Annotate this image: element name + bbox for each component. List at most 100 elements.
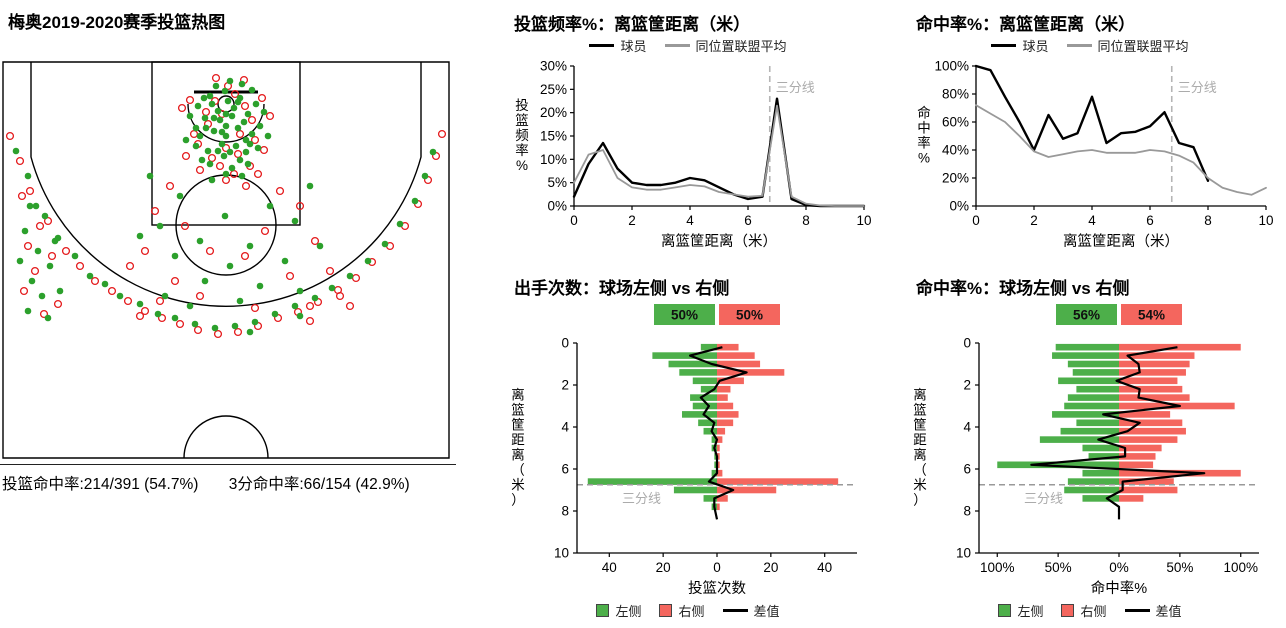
difference-line-swatch — [722, 609, 748, 612]
svg-text:4: 4 — [561, 420, 569, 435]
legend-right-label: 右侧 — [678, 604, 705, 619]
svg-text:40%: 40% — [942, 143, 969, 158]
accuracy-pyramid-title: 命中率%：球场左侧 vs 右侧 — [916, 279, 1130, 298]
difference-line-swatch — [1124, 609, 1150, 612]
svg-text:8: 8 — [561, 504, 569, 519]
svg-text:三分线: 三分线 — [1178, 80, 1217, 95]
legend-league-average: 同位置联盟平均 — [1066, 36, 1189, 55]
legend-league-average: 同位置联盟平均 — [664, 36, 787, 55]
svg-text:8: 8 — [802, 213, 810, 228]
svg-text:离: 离 — [511, 447, 525, 463]
svg-text:中: 中 — [917, 121, 931, 136]
svg-text:米: 米 — [913, 478, 927, 493]
legend-left-label: 左侧 — [1017, 604, 1044, 619]
frequency-legend: 球员 同位置联盟平均 — [492, 36, 884, 55]
right-side-swatch — [659, 604, 673, 617]
svg-text:20: 20 — [763, 560, 778, 575]
svg-text:距: 距 — [511, 433, 525, 448]
svg-text:100%: 100% — [934, 59, 969, 74]
svg-text:6: 6 — [1146, 213, 1154, 228]
legend-difference: 差值 — [1124, 601, 1182, 620]
legend-right-label: 右侧 — [1080, 604, 1107, 619]
svg-text:0: 0 — [713, 560, 721, 575]
svg-text:20%: 20% — [942, 171, 969, 186]
svg-text:20: 20 — [656, 560, 671, 575]
svg-text:0: 0 — [963, 336, 971, 351]
svg-text:三分线: 三分线 — [776, 80, 815, 95]
svg-text:80%: 80% — [942, 87, 969, 102]
svg-text:50%: 50% — [1045, 560, 1072, 575]
accuracy-legend: 球员 同位置联盟平均 — [894, 36, 1286, 55]
legend-league-label: 同位置联盟平均 — [695, 39, 787, 54]
svg-text:8: 8 — [963, 504, 971, 519]
svg-text:2: 2 — [963, 378, 971, 393]
svg-text:0: 0 — [570, 213, 578, 228]
svg-text:离: 离 — [511, 387, 525, 403]
player-line-swatch — [589, 44, 615, 47]
legend-left-label: 左侧 — [615, 604, 642, 619]
svg-text:篮: 篮 — [515, 113, 529, 128]
svg-text:8: 8 — [1204, 213, 1212, 228]
svg-text:10: 10 — [1258, 213, 1273, 228]
legend-player-label: 球员 — [1022, 39, 1049, 54]
svg-text:100%: 100% — [980, 560, 1015, 575]
svg-text:离: 离 — [913, 447, 927, 463]
left-side-swatch — [998, 604, 1012, 617]
svg-text:2: 2 — [1030, 213, 1038, 228]
shooting-stats: 投篮命中率:214/391 (54.7%) 3分命中率:66/154 (42.9… — [2, 472, 455, 494]
svg-text:篮: 篮 — [913, 403, 927, 418]
svg-text:5%: 5% — [547, 175, 567, 190]
svg-text:离篮筐距离（米）: 离篮筐距离（米） — [661, 232, 777, 250]
league-line-swatch — [664, 44, 690, 47]
svg-text:10: 10 — [956, 546, 971, 561]
svg-text:50%: 50% — [736, 308, 763, 323]
legend-right-side: 右侧 — [659, 601, 705, 620]
attempts-pyramid-legend: 左侧 右侧 差值 — [492, 601, 884, 620]
league-line-swatch — [1066, 44, 1092, 47]
svg-text:6: 6 — [744, 213, 752, 228]
svg-text:（: （ — [913, 463, 927, 478]
svg-text:篮: 篮 — [511, 403, 525, 418]
svg-text:离: 离 — [913, 387, 927, 403]
accuracy-chart: 命中率%：离篮筐距离（米） 球员 同位置联盟平均 三分线 0% 20% 40% 60% 8… — [894, 4, 1286, 266]
legend-player: 球员 — [991, 36, 1049, 55]
legend-difference-label: 差值 — [1155, 604, 1182, 619]
halfcourt-scatter-plot — [2, 61, 450, 459]
svg-text:100%: 100% — [1223, 560, 1258, 575]
svg-text:三分线: 三分线 — [1024, 491, 1063, 506]
svg-text:投篮次数: 投篮次数 — [688, 579, 746, 597]
svg-text:0: 0 — [561, 336, 569, 351]
frequency-chart: 投篮频率%：离篮筐距离（米） 球员 同位置联盟平均 三分线 0% 5% 10% 15% 2… — [492, 4, 884, 266]
frequency-chart-title: 投篮频率%：离篮筐距离（米） — [514, 15, 751, 34]
legend-player: 球员 — [589, 36, 647, 55]
svg-text:0%: 0% — [547, 199, 567, 214]
attempts-pyramid-title: 出手次数：球场左侧 vs 右侧 — [514, 279, 730, 298]
svg-text:）: ） — [913, 493, 927, 508]
svg-text:40: 40 — [602, 560, 617, 575]
accuracy-chart-title: 命中率%：离篮筐距离（米） — [916, 15, 1136, 34]
legend-player-label: 球员 — [620, 39, 647, 54]
accuracy-plot: 三分线 0% 20% 40% 60% 80% 100% 0 2 4 6 8 10 离篮筐距离（米） 命中率% — [917, 59, 1273, 251]
legend-right-side: 右侧 — [1061, 601, 1107, 620]
svg-text:）: ） — [511, 493, 525, 508]
svg-text:率: 率 — [917, 135, 931, 151]
right-side-swatch — [1061, 604, 1075, 617]
svg-text:4: 4 — [1088, 213, 1096, 228]
svg-text:4: 4 — [686, 213, 694, 228]
fg-percentage-stat: 投篮命中率:214/391 (54.7%) — [2, 476, 199, 493]
svg-text:60%: 60% — [942, 115, 969, 130]
svg-text:6: 6 — [963, 462, 971, 477]
accuracy-pyramid-legend: 左侧 右侧 差值 — [894, 601, 1286, 620]
svg-text:4: 4 — [963, 420, 971, 435]
svg-text:命中率%: 命中率% — [1091, 579, 1147, 597]
shot-heatmap-panel: 梅奥2019-2020赛季投篮热图 投篮命中率:214/391 (54.7%) … — [0, 0, 458, 628]
svg-text:%: % — [918, 151, 930, 166]
svg-text:0: 0 — [972, 213, 980, 228]
svg-text:2: 2 — [628, 213, 636, 228]
svg-text:0%: 0% — [949, 199, 969, 214]
svg-text:0%: 0% — [1109, 560, 1129, 575]
legend-left-side: 左侧 — [596, 601, 641, 620]
